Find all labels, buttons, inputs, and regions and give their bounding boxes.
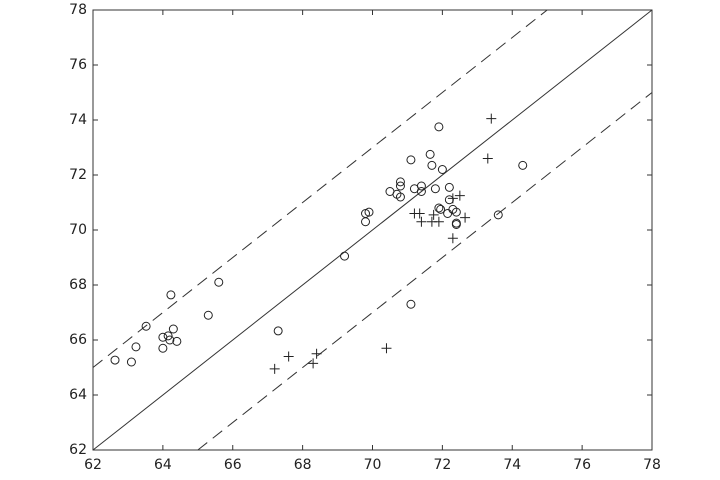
circle-point (425, 149, 435, 159)
plus-point (482, 153, 493, 164)
circle-point (214, 277, 224, 287)
y-tick-label: 68 (69, 277, 87, 293)
circle-point (165, 335, 175, 345)
x-tick-label: 68 (294, 457, 312, 473)
plus-point (447, 233, 458, 244)
circle-point (493, 210, 503, 220)
circle-point (364, 207, 374, 217)
x-tick-label: 66 (224, 457, 242, 473)
y-tick-label: 70 (69, 222, 87, 238)
circle-point (166, 290, 176, 300)
reference-line (92, 9, 653, 451)
plus-point (447, 193, 458, 204)
circle-point (340, 251, 350, 261)
plus-point (414, 208, 425, 219)
plus-point (428, 209, 439, 220)
x-tick-label: 62 (84, 457, 102, 473)
plus-point (433, 216, 444, 227)
circle-point (444, 195, 454, 205)
circle-point (443, 209, 453, 218)
plus-point (283, 351, 294, 362)
y-tick-label: 76 (69, 57, 87, 73)
x-tick-label: 74 (503, 457, 521, 473)
circle-point (158, 343, 168, 353)
plus-point (460, 212, 471, 223)
circle-point (437, 165, 447, 174)
y-tick-label: 72 (69, 167, 87, 183)
circle-point (163, 331, 173, 341)
circle-point (395, 177, 405, 187)
reference-line (92, 9, 548, 368)
y-tick-label: 66 (69, 332, 87, 348)
reference-line (197, 92, 653, 451)
x-tick-label: 78 (643, 457, 661, 473)
circle-point (434, 122, 444, 132)
circle-point (203, 310, 213, 320)
y-tick-label: 64 (69, 387, 87, 403)
y-tick-label: 74 (69, 112, 87, 128)
circle-point (427, 160, 437, 170)
x-tick-label: 72 (433, 457, 451, 473)
circle-point (361, 217, 371, 227)
circle-point (518, 160, 528, 170)
circle-point (430, 184, 440, 194)
plus-point (416, 216, 427, 227)
circle-point (451, 207, 461, 217)
circle-point (416, 181, 426, 191)
circle-point (406, 155, 416, 165)
circle-point (416, 187, 426, 196)
circle-point (406, 299, 416, 309)
plus-point (381, 343, 392, 354)
circle-point (172, 336, 182, 346)
plus-point (454, 190, 465, 201)
x-tick-label: 64 (154, 457, 172, 473)
circle-point (131, 342, 141, 352)
circle-point (434, 203, 444, 213)
circle-point (110, 355, 120, 365)
plus-point (486, 113, 497, 124)
x-tick-label: 76 (573, 457, 591, 473)
plus-point (311, 348, 322, 359)
circle-point (395, 181, 405, 191)
y-tick-label: 62 (69, 442, 87, 458)
circle-point (126, 357, 136, 367)
plus-point (308, 358, 319, 369)
y-tick-label: 78 (69, 2, 87, 18)
circle-point (444, 182, 454, 192)
circle-point (436, 204, 446, 214)
plus-point (269, 363, 280, 374)
circle-point (168, 324, 178, 334)
circle-point (141, 321, 151, 331)
circle-point (395, 192, 405, 202)
x-tick-label: 70 (364, 457, 382, 473)
circle-point (451, 220, 461, 229)
circle-point (273, 326, 283, 336)
